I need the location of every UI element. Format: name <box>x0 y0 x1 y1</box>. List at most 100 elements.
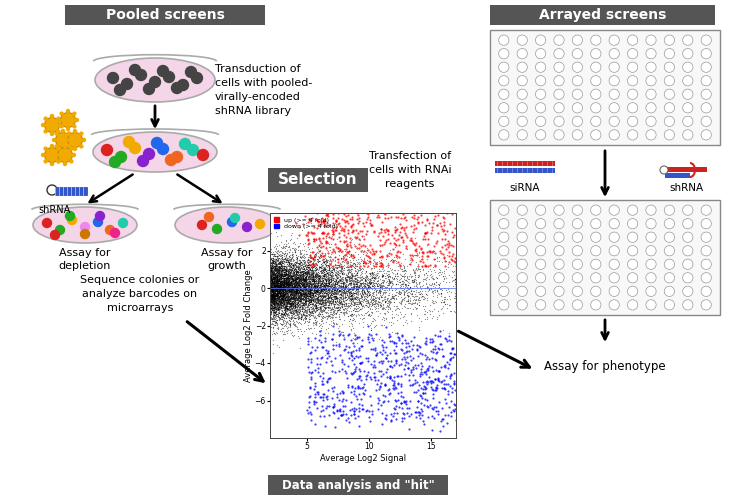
Point <box>436 226 448 234</box>
Point <box>279 278 291 285</box>
Point <box>272 267 284 275</box>
Point <box>280 289 292 297</box>
Point <box>424 284 436 292</box>
Point <box>265 254 277 262</box>
Point <box>319 266 331 274</box>
Point <box>276 282 288 290</box>
Point <box>280 274 292 282</box>
Point <box>310 280 322 288</box>
Point <box>302 282 314 290</box>
Point <box>320 264 332 272</box>
Point <box>333 262 345 270</box>
Point <box>278 285 290 293</box>
Point <box>274 284 286 292</box>
Point <box>324 278 336 285</box>
Point <box>396 414 408 422</box>
Point <box>270 296 282 304</box>
Point <box>382 273 394 281</box>
Point <box>273 280 285 287</box>
Point <box>316 280 328 288</box>
Point <box>406 238 418 246</box>
Point <box>297 282 309 290</box>
Point <box>316 279 328 287</box>
Point <box>300 261 312 269</box>
Point <box>335 269 347 277</box>
Point <box>405 222 417 230</box>
Point <box>267 312 279 320</box>
Point <box>351 282 363 290</box>
Point <box>292 280 304 288</box>
Point <box>350 280 362 288</box>
Point <box>362 244 374 252</box>
Point <box>322 284 334 292</box>
Circle shape <box>55 154 58 156</box>
Point <box>450 312 462 320</box>
Point <box>305 288 317 296</box>
Point <box>420 270 432 278</box>
Point <box>328 298 340 306</box>
Point <box>271 280 283 288</box>
Point <box>326 268 338 276</box>
Point <box>359 282 371 290</box>
Circle shape <box>58 118 61 122</box>
Point <box>344 262 356 270</box>
Point <box>291 306 303 314</box>
Point <box>271 291 283 299</box>
Point <box>274 280 286 288</box>
Point <box>286 301 298 309</box>
Point <box>274 262 286 270</box>
Point <box>290 275 302 283</box>
Point <box>308 274 320 282</box>
Point <box>278 290 290 298</box>
Point <box>450 281 462 289</box>
Point <box>437 208 449 216</box>
Point <box>298 292 310 300</box>
Point <box>332 277 344 285</box>
Point <box>344 234 355 241</box>
Point <box>274 292 286 300</box>
Point <box>296 305 307 313</box>
Point <box>420 280 432 287</box>
Point <box>294 290 306 298</box>
Point <box>395 300 407 308</box>
Point <box>360 280 372 288</box>
Point <box>266 263 278 271</box>
Point <box>284 298 296 306</box>
Point <box>391 277 403 285</box>
Point <box>442 380 454 388</box>
Point <box>271 275 283 283</box>
Point <box>307 280 319 288</box>
Point <box>362 283 374 291</box>
Point <box>429 268 441 276</box>
Point <box>278 271 290 279</box>
Point <box>292 277 304 285</box>
Point <box>373 358 385 366</box>
Point <box>278 293 290 301</box>
Point <box>294 297 306 305</box>
Point <box>382 396 394 404</box>
Point <box>292 259 304 267</box>
Point <box>381 268 393 276</box>
Point <box>298 278 310 286</box>
Point <box>449 416 461 424</box>
Point <box>282 285 294 293</box>
Point <box>334 299 346 307</box>
Point <box>266 274 278 282</box>
Point <box>279 294 291 302</box>
Circle shape <box>517 89 527 100</box>
Point <box>440 245 452 253</box>
Point <box>268 284 280 292</box>
Point <box>370 272 382 280</box>
Point <box>322 266 334 274</box>
Point <box>309 320 321 328</box>
Point <box>288 260 300 268</box>
Point <box>312 252 324 260</box>
Point <box>293 279 305 287</box>
Point <box>274 288 286 296</box>
Point <box>345 325 357 333</box>
Point <box>287 299 299 307</box>
Point <box>350 288 362 296</box>
Point <box>296 285 308 293</box>
Point <box>274 273 286 281</box>
Point <box>319 282 331 290</box>
